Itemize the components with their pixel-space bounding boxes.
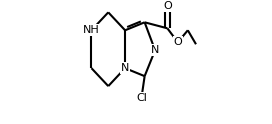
Text: N: N	[121, 63, 129, 73]
Text: Cl: Cl	[136, 93, 147, 103]
Text: N: N	[151, 45, 159, 55]
Text: NH: NH	[83, 25, 100, 35]
Text: O: O	[163, 1, 172, 11]
Text: O: O	[174, 37, 182, 47]
